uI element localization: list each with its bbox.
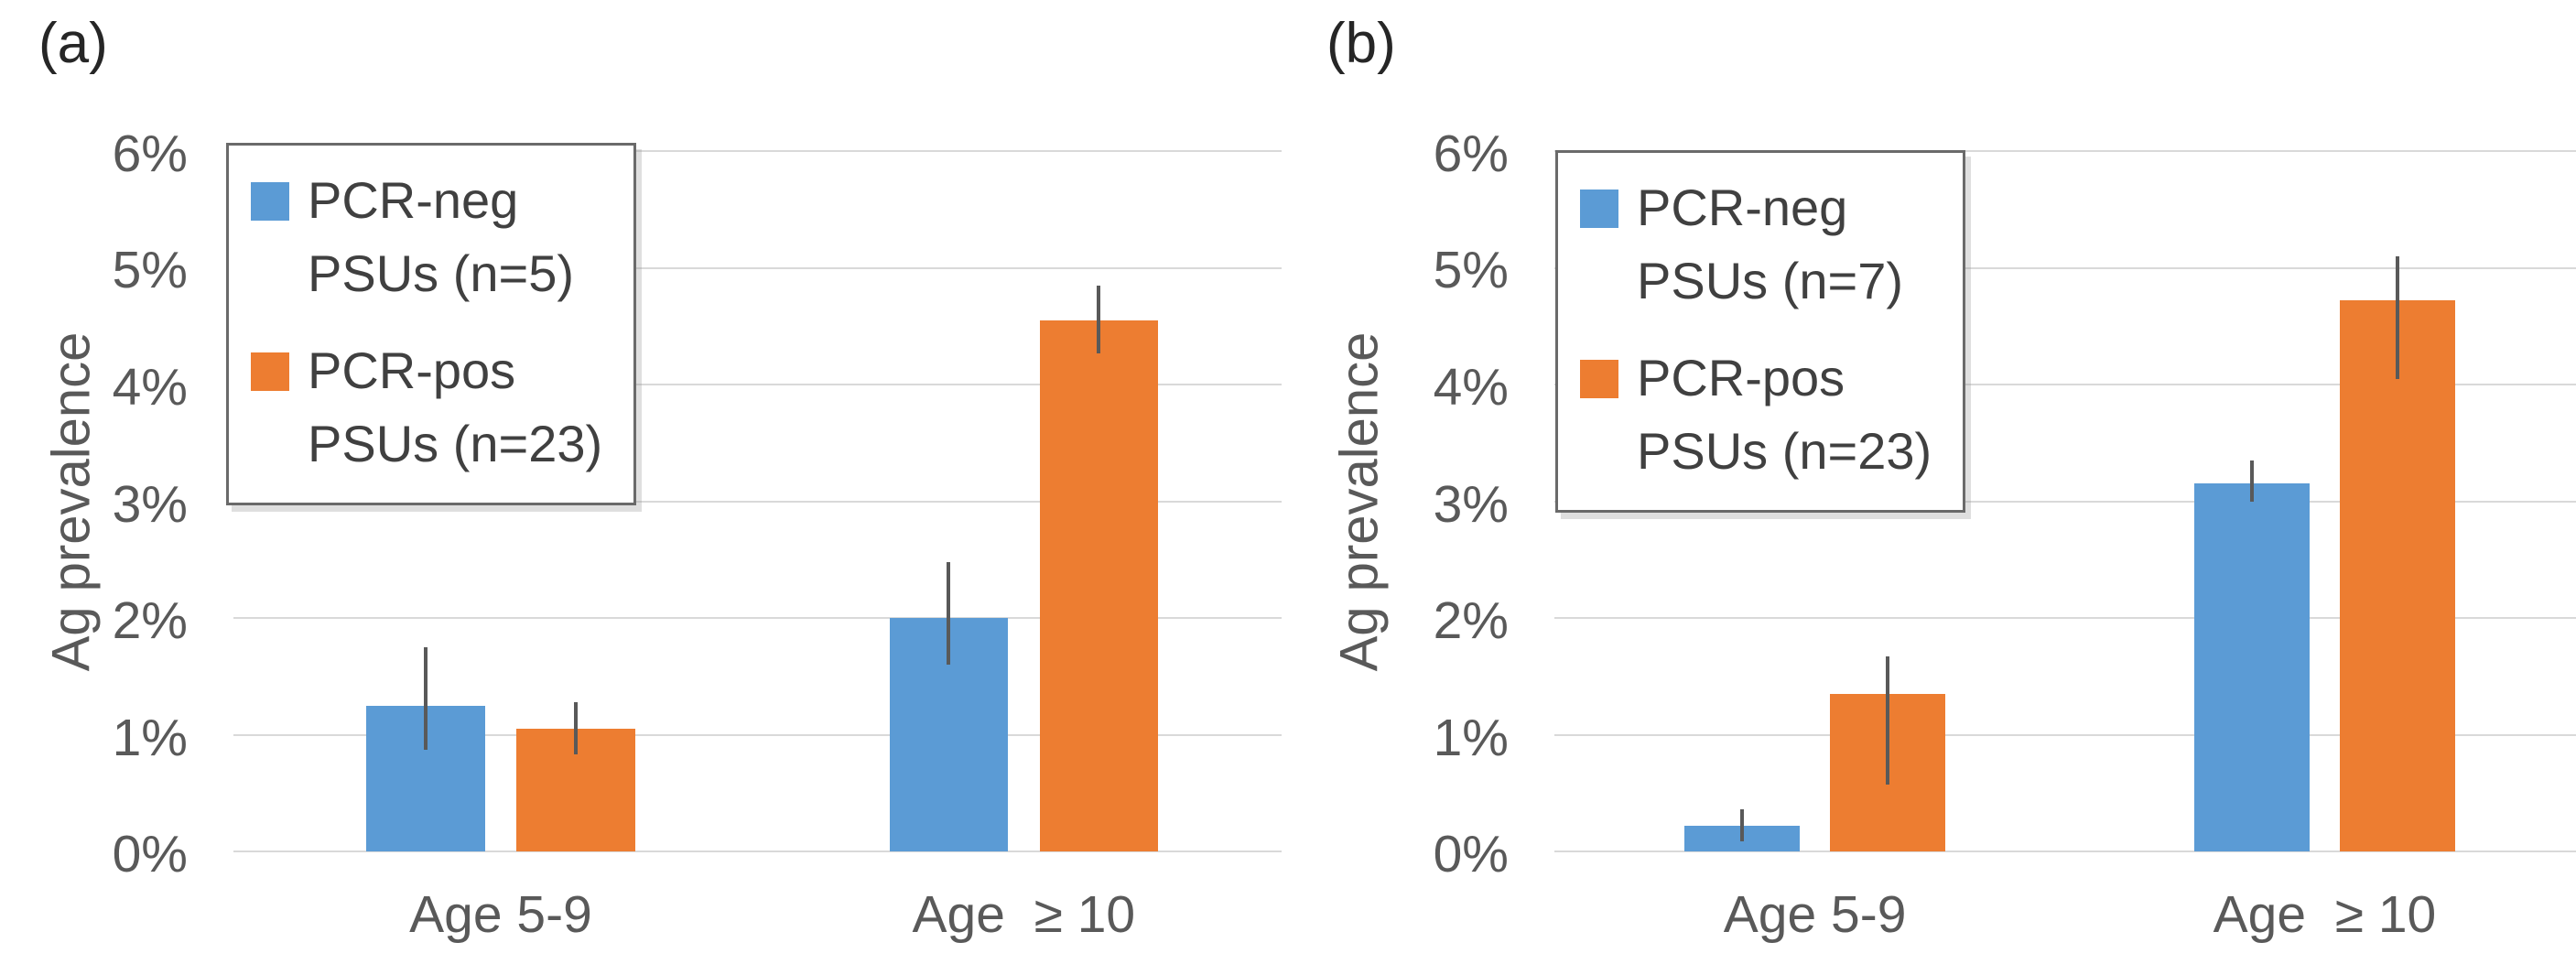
legend-entry: PCR-pos PSUs (n=23) [251, 334, 615, 481]
panel-b-y-axis-label: Ag prevalence [1329, 331, 1390, 672]
legend-swatch-icon [1580, 190, 1618, 228]
gridline [1554, 150, 2576, 152]
legend-label: PCR-neg PSUs (n=7) [1637, 179, 1903, 309]
y-tick-label: 2% [1433, 590, 1509, 650]
legend-label: PCR-pos PSUs (n=23) [1637, 349, 1932, 480]
error-bar [1097, 285, 1101, 353]
panel-b-label: (b) [1326, 12, 1396, 75]
y-tick-label: 3% [112, 474, 188, 534]
gridline [1554, 266, 2576, 269]
panel-a: (a) Ag prevalence 0% 1% 2% 3% 4% 5% 6% Age 5-9 A… [38, 12, 1282, 944]
y-tick-label: 5% [112, 241, 188, 300]
gridline [1554, 500, 2576, 503]
y-tick-label: 0% [1433, 825, 1509, 883]
y-tick-label: 3% [1433, 474, 1509, 534]
legend-label: PCR-neg PSUs (n=5) [308, 171, 574, 302]
gridline [233, 733, 1282, 736]
y-tick-label: 6% [1433, 125, 1509, 183]
legend-entry: PCR-pos PSUs (n=23) [1580, 341, 1944, 488]
y-tick-label: 2% [112, 590, 188, 650]
y-tick-label: 4% [1433, 357, 1509, 417]
legend-entry: PCR-neg PSUs (n=7) [1580, 171, 1944, 318]
panel-b-plot-area: 0% 1% 2% 3% 4% 5% 6% Age 5-9 Age ≥ 10 [1434, 125, 2576, 944]
error-bar [1739, 809, 1744, 841]
bar-pcr-pos [2340, 300, 2456, 851]
x-category-label: Age 5-9 [409, 885, 592, 944]
legend: PCR-neg PSUs (n=7) PCR-pos PSUs (n=23) [1555, 150, 1965, 513]
error-bar [424, 646, 428, 751]
y-tick-label: 6% [112, 125, 188, 183]
gridline [233, 850, 1282, 852]
gridline [1554, 617, 2576, 620]
y-tick-label: 1% [112, 708, 188, 767]
gridline [233, 384, 1282, 386]
legend-label: PCR-pos PSUs (n=23) [308, 341, 603, 472]
legend-swatch-icon [1580, 360, 1618, 398]
legend-swatch-icon [251, 182, 289, 221]
x-category-label: Age ≥ 10 [2213, 885, 2437, 944]
x-category-label: Age 5-9 [1723, 885, 1907, 944]
y-tick-label: 5% [1433, 241, 1509, 300]
legend-swatch-icon [251, 352, 289, 391]
panel-a-label: (a) [38, 12, 108, 75]
y-tick-label: 0% [112, 825, 188, 883]
gridline [233, 266, 1282, 269]
gridline [1554, 733, 2576, 736]
panel-a-plot-area: 0% 1% 2% 3% 4% 5% 6% Age 5-9 Age ≥ 10 [113, 125, 1282, 944]
bar-pcr-pos [1039, 320, 1158, 851]
error-bar [573, 701, 578, 755]
error-bar [2249, 460, 2254, 502]
panel-a-y-axis-label: Ag prevalence [41, 331, 102, 672]
gridline [1554, 850, 2576, 852]
error-bar [947, 561, 951, 665]
gridline [233, 150, 1282, 152]
panel-b: (b) Ag prevalence 0% 1% 2% 3% 4% 5% 6% Age 5-9 A… [1288, 0, 2576, 975]
error-bar [2396, 255, 2400, 379]
bar-pcr-neg [2193, 483, 2310, 851]
gridline [233, 500, 1282, 503]
gridline [1554, 384, 2576, 386]
y-tick-label: 4% [112, 357, 188, 417]
x-category-label: Age ≥ 10 [912, 885, 1136, 944]
legend-entry: PCR-neg PSUs (n=5) [251, 164, 615, 310]
gridline [233, 617, 1282, 620]
legend: PCR-neg PSUs (n=5) PCR-pos PSUs (n=23) [226, 143, 636, 505]
y-tick-label: 1% [1433, 708, 1509, 767]
error-bar [1886, 656, 1890, 785]
